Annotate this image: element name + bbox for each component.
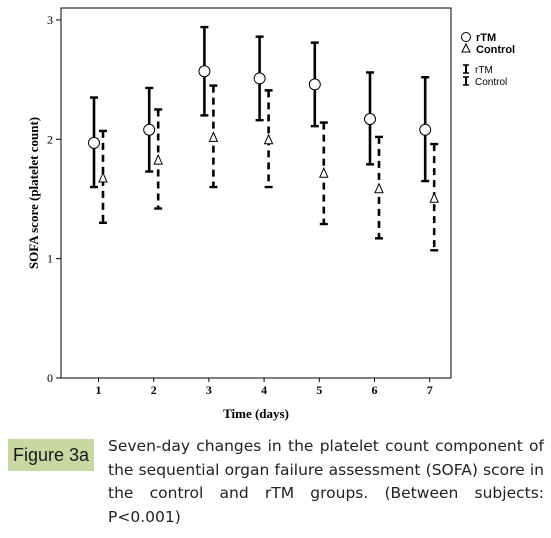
rtm-point — [253, 72, 266, 85]
control-point — [153, 153, 163, 165]
x-axis: 1 2 3 4 5 6 7 — [96, 378, 433, 397]
control-point — [319, 166, 329, 178]
caption-text: Seven-day changes in the platelet count … — [108, 437, 544, 526]
plot-frame — [60, 7, 452, 379]
x-tick-label: 1 — [96, 383, 102, 397]
legend-marker-label-control: Control — [476, 44, 515, 56]
x-axis-label: Time (days) — [223, 406, 289, 421]
x-tick-label: 4 — [261, 383, 267, 397]
x-tick-label: 7 — [427, 383, 433, 397]
y-tick-label: 0 — [47, 371, 53, 385]
y-tick-label: 3 — [47, 13, 53, 27]
control-point — [208, 131, 219, 142]
control-point — [263, 133, 274, 145]
legend-marker-circle — [461, 32, 471, 42]
y-axis-label: SOFA score (platelet count) — [26, 117, 41, 269]
legend-line-label: rTM — [475, 65, 493, 76]
x-tick-label: 2 — [151, 383, 157, 397]
series-marks — [88, 25, 439, 252]
figure-label: Figure 3a — [8, 439, 94, 471]
legend-line-label: Control — [475, 77, 507, 88]
y-tick-label: 2 — [47, 132, 53, 146]
rtm-point — [88, 136, 100, 149]
rtm-point — [198, 65, 211, 78]
control-point — [98, 171, 108, 183]
control-point — [374, 182, 384, 194]
rtm-point — [308, 78, 321, 91]
legend-marker-triangle — [461, 42, 471, 53]
y-tick-label: 1 — [47, 252, 53, 266]
error-bar-chart: 0 1 2 3 1 2 3 4 5 6 7 Time (days) SOFA score (pla… — [26, 7, 515, 421]
x-tick-label: 6 — [372, 383, 378, 397]
rtm-point — [364, 113, 376, 125]
rtm-point — [143, 123, 156, 136]
legend-marker-label-rtm: rTM — [476, 32, 496, 44]
control-point — [429, 192, 439, 203]
rtm-point — [419, 123, 432, 136]
y-axis: 0 1 2 3 — [47, 13, 61, 385]
x-tick-label: 3 — [206, 383, 212, 397]
x-tick-label: 5 — [316, 383, 322, 397]
